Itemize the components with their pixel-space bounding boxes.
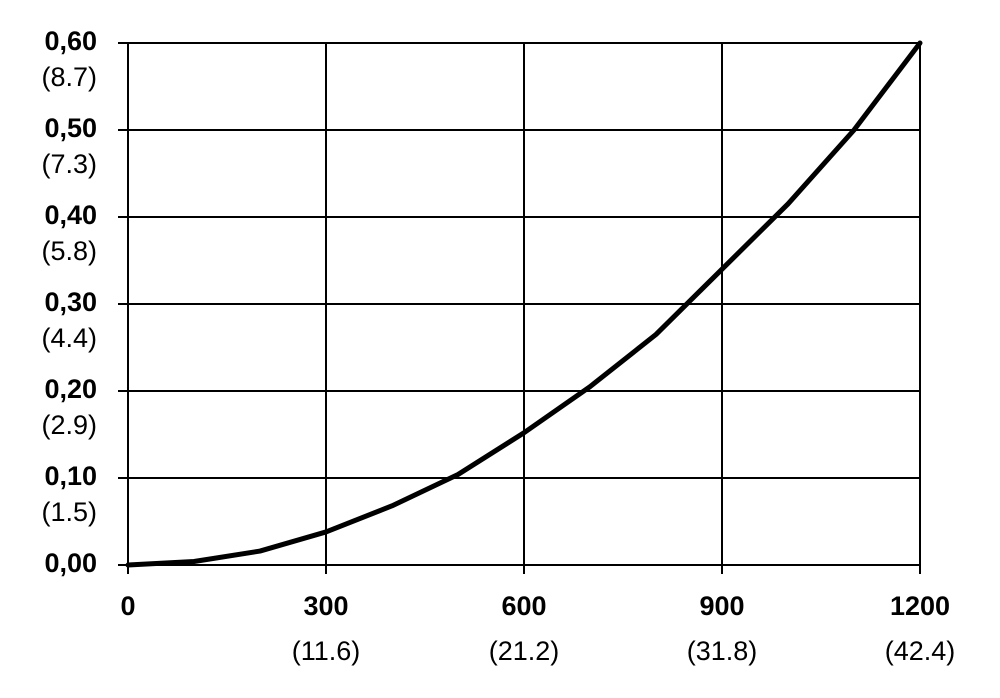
y-tick-sublabel: (4.4) bbox=[41, 323, 97, 353]
x-tick-sublabel: (21.2) bbox=[489, 636, 560, 666]
x-tick-sublabel: (31.8) bbox=[687, 636, 758, 666]
y-tick-label: 0,20 bbox=[44, 374, 97, 404]
y-tick-sublabel: (2.9) bbox=[41, 410, 97, 440]
y-tick-sublabel: (5.8) bbox=[41, 236, 97, 266]
x-tick-sublabel: (11.6) bbox=[292, 636, 361, 666]
y-tick-label: 0,10 bbox=[44, 461, 97, 491]
x-tick-label: 1200 bbox=[890, 591, 950, 621]
y-tick-label: 0,50 bbox=[44, 113, 97, 143]
y-tick-sublabel: (8.7) bbox=[41, 62, 97, 92]
x-tick-label: 900 bbox=[699, 591, 744, 621]
y-tick-sublabel: (1.5) bbox=[41, 497, 97, 527]
data-line bbox=[125, 40, 923, 568]
y-tick-label: 0,40 bbox=[44, 200, 97, 230]
x-tick-sublabel: (42.4) bbox=[885, 636, 956, 666]
x-tick-label: 300 bbox=[303, 591, 348, 621]
x-tick-label: 600 bbox=[501, 591, 546, 621]
x-tick-label: 0 bbox=[120, 591, 135, 621]
y-tick-sublabel: (7.3) bbox=[41, 149, 97, 179]
y-tick-label: 0,60 bbox=[44, 26, 97, 56]
y-tick-label: 0,00 bbox=[44, 548, 97, 578]
y-tick-label: 0,30 bbox=[44, 287, 97, 317]
plot-frame bbox=[127, 42, 921, 566]
